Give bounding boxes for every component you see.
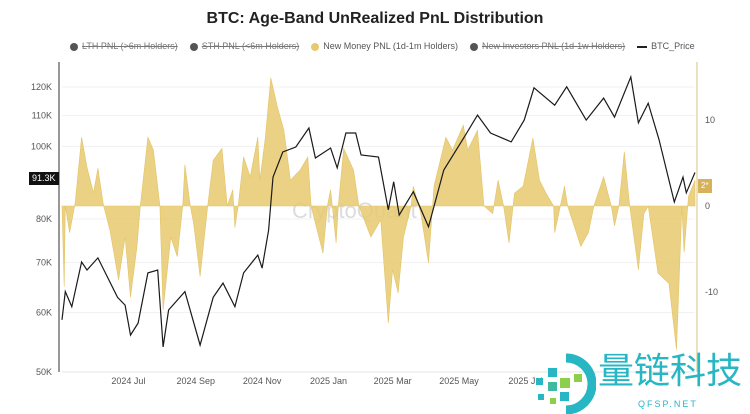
last-pnl-label: 2* (698, 179, 712, 193)
x-tick-label: 2024 Nov (243, 376, 282, 386)
legend-item-sth[interactable]: STH PNL (<6m Holders) (189, 41, 300, 52)
y-left-tick-label: 50K (36, 367, 52, 377)
legend-label: LTH PNL (>6m Holders) (82, 41, 178, 51)
legend-dot-icon (70, 42, 78, 51)
y-left-tick-label: 60K (36, 308, 52, 318)
legend-label: BTC_Price (651, 41, 695, 51)
legend-label: New Investors PNL (1d-1w Holders) (481, 41, 626, 51)
y-right-tick-label: 0 (705, 201, 710, 211)
logo-subtext: QFSP.NET (638, 399, 698, 409)
logo-text: 量链科技 (598, 351, 743, 392)
y-left-tick-label: 100K (31, 141, 52, 151)
x-tick-label: 2025 Jan (310, 376, 347, 386)
y-left-tick-label: 110K (32, 110, 52, 120)
y-left-tick-label: 80K (36, 214, 52, 224)
legend-line-icon (637, 45, 648, 48)
y-left-tick-label: 120K (31, 82, 52, 92)
y-left-tick-label: 70K (36, 257, 52, 267)
logo-mark-icon (536, 353, 596, 414)
x-tick-label: 2025 Mar (374, 376, 412, 386)
last-price-label: 91.3K (29, 172, 59, 185)
x-tick-label: 2024 Sep (177, 376, 216, 386)
legend-dot-icon (311, 42, 320, 51)
legend-item-new-investors[interactable]: New Investors PNL (1d-1w Holders) (469, 41, 626, 52)
legend-item-btc-price[interactable]: BTC_Price (637, 41, 695, 52)
legend-label: New Money PNL (1d-1m Holders) (323, 41, 458, 51)
new-money-pnl-area (61, 77, 696, 350)
x-tick-label: 2025 May (439, 376, 479, 386)
legend-dot-icon (189, 42, 198, 51)
chart-title: BTC: Age-Band UnRealized PnL Distributio… (206, 10, 544, 27)
legend-label: STH PNL (<6m Holders) (201, 41, 300, 51)
y-right-tick-label: 10 (705, 115, 715, 125)
x-tick-label: 2025 Jul (508, 376, 542, 386)
y-right-tick-label: -10 (705, 287, 718, 297)
legend-dot-icon (469, 42, 478, 51)
legend-item-lth[interactable]: LTH PNL (>6m Holders) (70, 41, 178, 52)
legend: LTH PNL (>6m Holders) STH PNL (<6m Holde… (70, 41, 695, 52)
btc-price-line (61, 74, 696, 348)
brand-logo: 量链科技 QFSP.NET (530, 352, 750, 414)
x-tick-label: 2024 Jul (111, 376, 145, 386)
legend-item-new-money[interactable]: New Money PNL (1d-1m Holders) (311, 41, 458, 52)
